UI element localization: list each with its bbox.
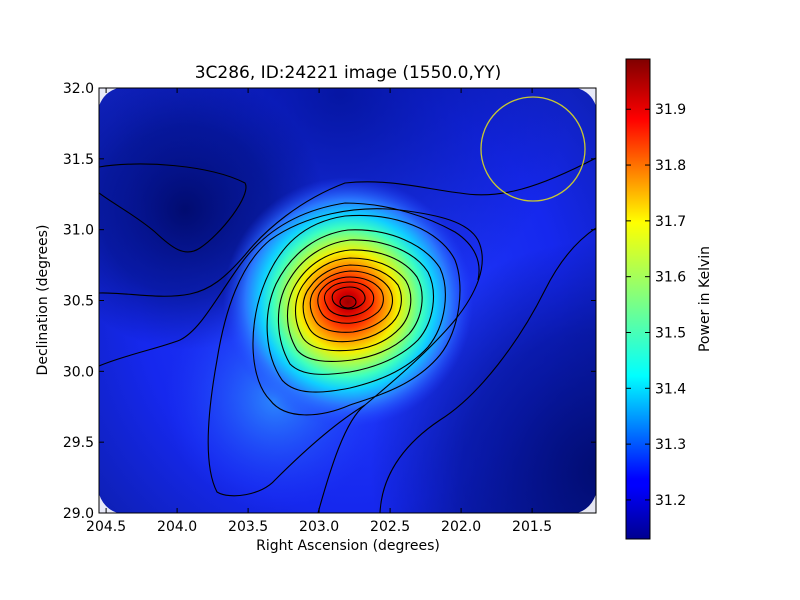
- contour-west-band: [99, 157, 596, 297]
- x-tick-label: 202.0: [441, 519, 481, 535]
- x-tick-label: 203.5: [228, 519, 268, 535]
- colorbar-tick-label: 31.6: [655, 270, 686, 286]
- mask-corner-bottom-right: [577, 494, 596, 513]
- contour-lines: [99, 157, 596, 513]
- colorbar-gradient: [625, 58, 651, 540]
- colorbar-label: Power in Kelvin: [697, 246, 713, 352]
- colorbar-tick-label: 31.8: [655, 158, 686, 174]
- contour-northwest-low: [99, 163, 247, 253]
- x-tick-label: 204.0: [157, 519, 197, 535]
- y-tick-label: 32.0: [63, 81, 94, 97]
- x-tick-label: 202.5: [370, 519, 410, 535]
- contour-southeast-arc: [379, 227, 596, 513]
- colorbar-ticks: 31.2 31.3 31.4 31.5 31.6 31.7 31.8 31.9: [626, 102, 686, 509]
- mask-corner-top-left: [99, 88, 118, 106]
- contour-level-10: [331, 286, 366, 310]
- colorbar-tick-label: 31.7: [655, 214, 686, 230]
- chart-title: 3C286, ID:24221 image (1550.0,YY): [195, 63, 502, 83]
- colorbar-tick-label: 31.9: [655, 102, 686, 118]
- contour-south-tail: [207, 208, 483, 513]
- y-tick-label: 31.5: [63, 152, 94, 168]
- y-tick-label: 30.5: [63, 294, 94, 310]
- y-tick-label: 31.0: [63, 223, 94, 239]
- y-tick-label: 30.0: [63, 364, 94, 380]
- contour-peak: [339, 295, 357, 309]
- y-tick-label: 29.5: [63, 435, 94, 451]
- y-axis-label: Declination (degrees): [35, 225, 51, 376]
- contour-level-2: [266, 229, 446, 393]
- contour-level-8: [317, 276, 384, 324]
- beam-circle: [480, 96, 586, 202]
- contour-level-3: [277, 239, 434, 375]
- y-axis-ticks: 29.0 29.5 30.0 30.5 31.0 31.5 32.0: [63, 81, 596, 522]
- x-tick-label: 201.5: [512, 519, 552, 535]
- contour-level-6: [302, 264, 402, 343]
- contour-southwest-band: [99, 202, 480, 367]
- colorbar: 31.2 31.3 31.4 31.5 31.6 31.7 31.8 31.9 Power i…: [625, 58, 713, 540]
- colorbar-tick-label: 31.4: [655, 381, 686, 397]
- colorbar-tick-label: 31.3: [655, 437, 686, 453]
- colorbar-tick-label: 31.2: [655, 493, 686, 509]
- colorbar-tick-label: 31.5: [655, 325, 686, 341]
- contour-level-1: [252, 214, 461, 416]
- x-axis-label: Right Ascension (degrees): [256, 538, 440, 554]
- mask-corner-top-right: [577, 88, 596, 106]
- contour-level-7: [309, 270, 394, 333]
- contour-level-9: [324, 281, 375, 317]
- x-axis-ticks: 204.5 204.0 203.5 203.0 202.5 202.0 201.5: [86, 88, 552, 535]
- mask-corner-bottom-left: [99, 494, 118, 513]
- x-tick-label: 203.0: [299, 519, 339, 535]
- x-tick-label: 204.5: [86, 519, 126, 535]
- heatmap-image: [99, 88, 596, 513]
- contour-level-4: [286, 249, 423, 362]
- contour-level-5: [294, 257, 412, 352]
- y-tick-label: 29.0: [63, 506, 94, 522]
